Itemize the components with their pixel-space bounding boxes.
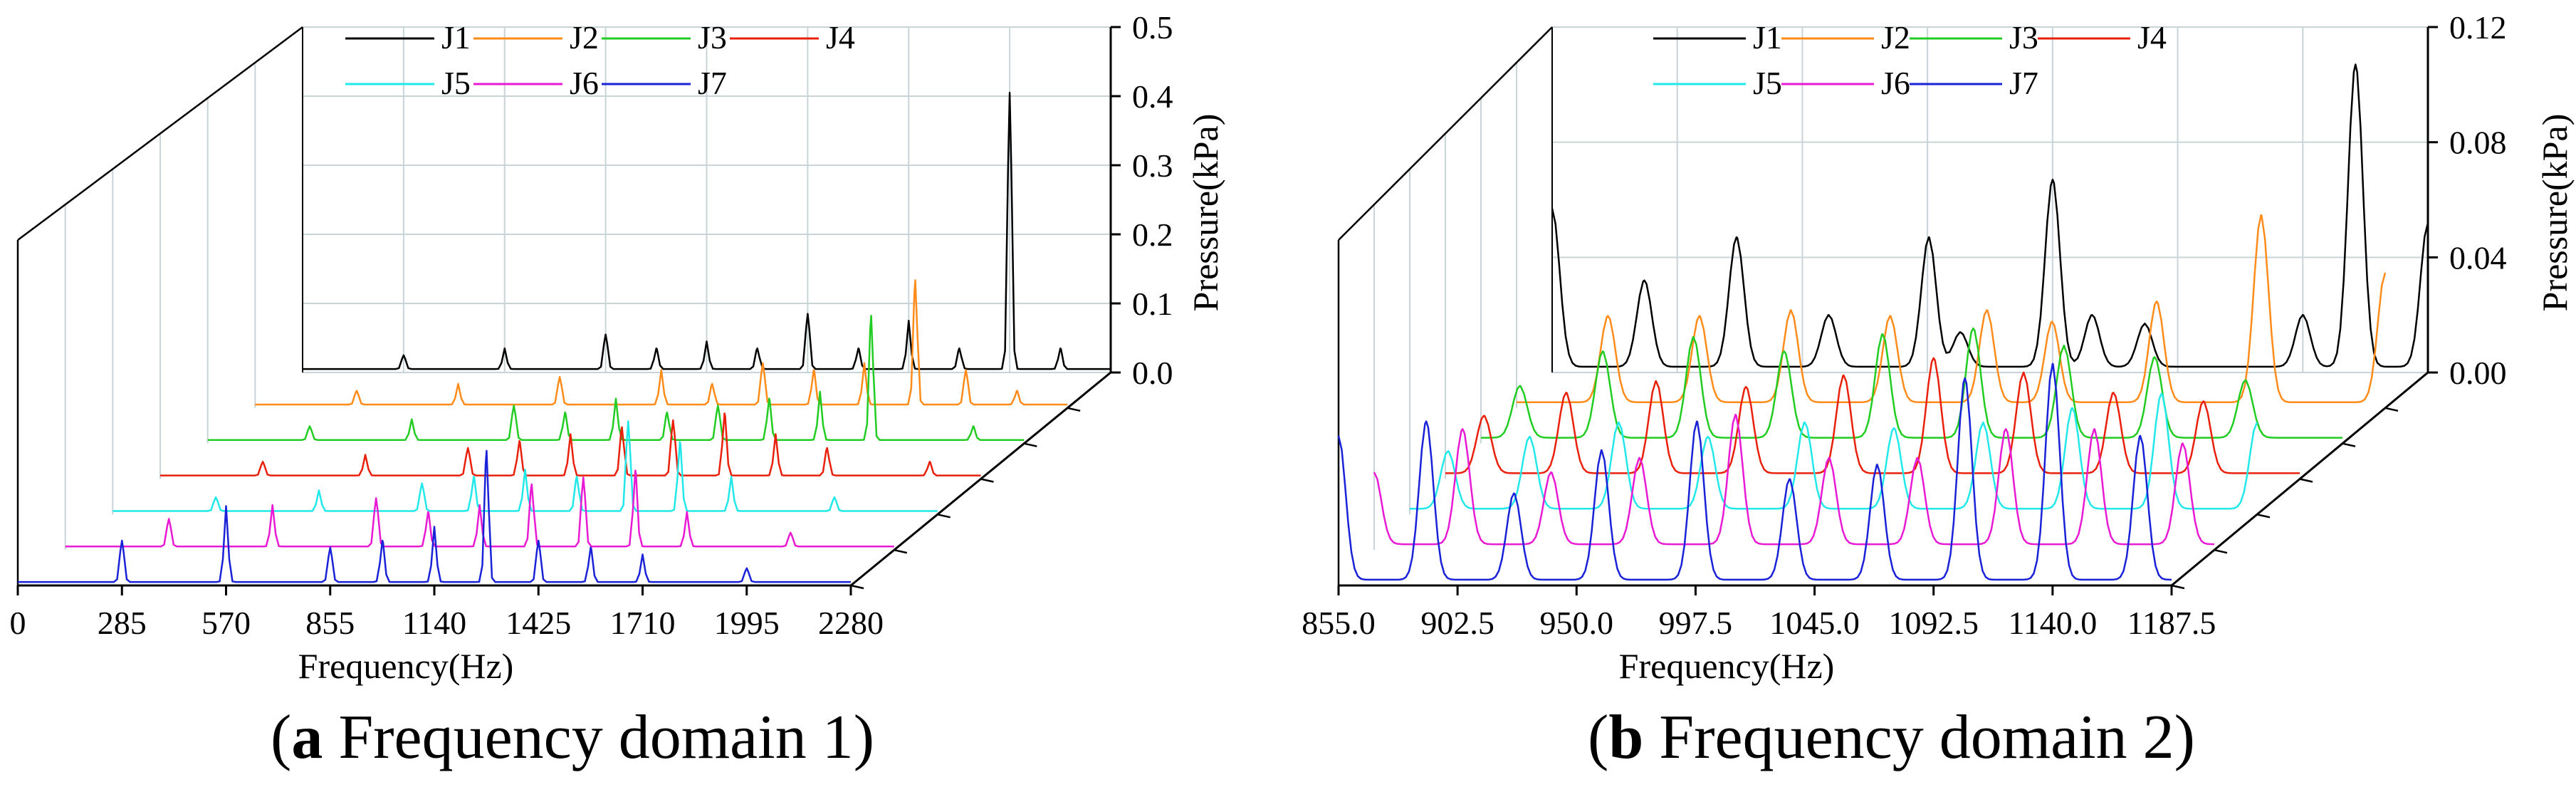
- legend-label-j7: J7: [2009, 65, 2038, 101]
- depth-tick: [2171, 584, 2185, 590]
- x-tick-label: 1140.0: [2008, 605, 2097, 641]
- x-tick-label: 902.5: [1420, 605, 1494, 641]
- depth-tick: [2384, 407, 2399, 412]
- x-tick-label: 2280: [818, 605, 884, 641]
- legend-label-j6: J6: [1881, 65, 1910, 101]
- series-line-j6: [1373, 413, 2215, 546]
- depth-tick: [937, 514, 951, 519]
- legend-label-j7: J7: [698, 65, 727, 101]
- z-tick-label: 0.1: [1132, 286, 1173, 322]
- x-tick-label: 570: [201, 605, 251, 641]
- z-tick-label: 0.4: [1132, 78, 1173, 115]
- legend-label-j1: J1: [1753, 19, 1782, 56]
- x-tick-label: 1140: [402, 605, 466, 641]
- z-tick-label: 0.0: [1132, 355, 1173, 391]
- x-tick-label: 0: [10, 605, 26, 641]
- chart-frequency-domain-2: 0.00 0.04 0.08 0.12 Pressure(kPa) 855.0 902.5 9…: [1302, 9, 2575, 686]
- legend-label-j4: J4: [826, 19, 855, 56]
- legend-label-j3: J3: [2009, 19, 2038, 56]
- x-tick-label: 950.0: [1540, 605, 1614, 641]
- x-axis-title: Frequency(Hz): [298, 646, 514, 686]
- legend-label-j4: J4: [2137, 19, 2167, 56]
- depth-tick: [2299, 478, 2313, 483]
- caption-a: (a Frequency domain 1): [271, 703, 875, 772]
- caption-b-text: Frequency domain 2: [1643, 703, 2174, 772]
- z-axis-title: Pressure(kPa): [2535, 114, 2575, 312]
- x-tick-label: 1425: [506, 605, 571, 641]
- caption-a-letter: a: [291, 703, 323, 772]
- depth-tick: [894, 548, 908, 554]
- z-tick-label: 0.12: [2449, 9, 2507, 46]
- series-line-j2: [255, 279, 1068, 406]
- x-tick-label: 855.0: [1302, 605, 1376, 641]
- x-axis-title: Frequency(Hz): [1619, 646, 1835, 686]
- z-tick-label: 0.3: [1132, 147, 1173, 184]
- series-line-j1: [303, 91, 1111, 370]
- depth-tick: [1024, 442, 1037, 447]
- frame-edge: [17, 26, 303, 241]
- x-tick-label: 1092.5: [1888, 605, 1979, 641]
- depth-tick: [1067, 407, 1081, 412]
- series-line-j5: [1410, 392, 2258, 510]
- series-line-j7: [1337, 363, 2172, 581]
- x-tick-label: 1710: [610, 605, 676, 641]
- depth-tick: [2256, 514, 2271, 519]
- z-tick-label: 0.04: [2449, 239, 2507, 276]
- series-line-j5: [112, 420, 938, 512]
- depth-tick: [2342, 442, 2356, 447]
- x-tick-label: 855: [305, 605, 355, 641]
- frame-edge: [1338, 26, 1553, 241]
- depth-tick: [2214, 548, 2228, 554]
- legend-label-j5: J5: [441, 65, 471, 101]
- depth-tick: [980, 478, 994, 483]
- series-line-j3: [1481, 327, 2342, 439]
- z-tick-label: 0.00: [2449, 355, 2507, 391]
- legend-label-j3: J3: [698, 19, 727, 56]
- z-tick-label: 0.5: [1132, 9, 1173, 46]
- x-tick-label: 1187.5: [2127, 605, 2216, 641]
- z-tick-label: 0.08: [2449, 125, 2507, 161]
- legend-label-j6: J6: [570, 65, 599, 101]
- caption-a-text: Frequency domain 1: [323, 703, 854, 772]
- depth-tick: [850, 584, 864, 590]
- series-line-j6: [65, 469, 894, 548]
- series-line-j4: [1445, 357, 2300, 474]
- legend-label-j5: J5: [1753, 65, 1782, 101]
- x-tick-label: 285: [98, 605, 147, 641]
- chart-frequency-domain-1: 0.0 0.1 0.2 0.3 0.4 0.5 Pressure(kPa) 0 285 570 85…: [10, 9, 1226, 686]
- series-line-j2: [1517, 214, 2387, 404]
- z-tick-label: 0.2: [1132, 217, 1173, 253]
- z-axis-title: Pressure(kPa): [1185, 114, 1225, 312]
- caption-b-letter: b: [1608, 703, 1644, 772]
- x-tick-label: 1995: [714, 605, 780, 641]
- x-tick-label: 1045.0: [1769, 605, 1860, 641]
- series-line-j7: [18, 449, 851, 583]
- series-line-j4: [160, 412, 981, 476]
- series-line-j3: [207, 314, 1025, 442]
- legend-label-j1: J1: [441, 19, 471, 56]
- legend-label-j2: J2: [570, 19, 599, 56]
- x-tick-label: 997.5: [1659, 605, 1733, 641]
- legend-label-j2: J2: [1881, 19, 1910, 56]
- caption-b: (b Frequency domain 2): [1588, 703, 2195, 772]
